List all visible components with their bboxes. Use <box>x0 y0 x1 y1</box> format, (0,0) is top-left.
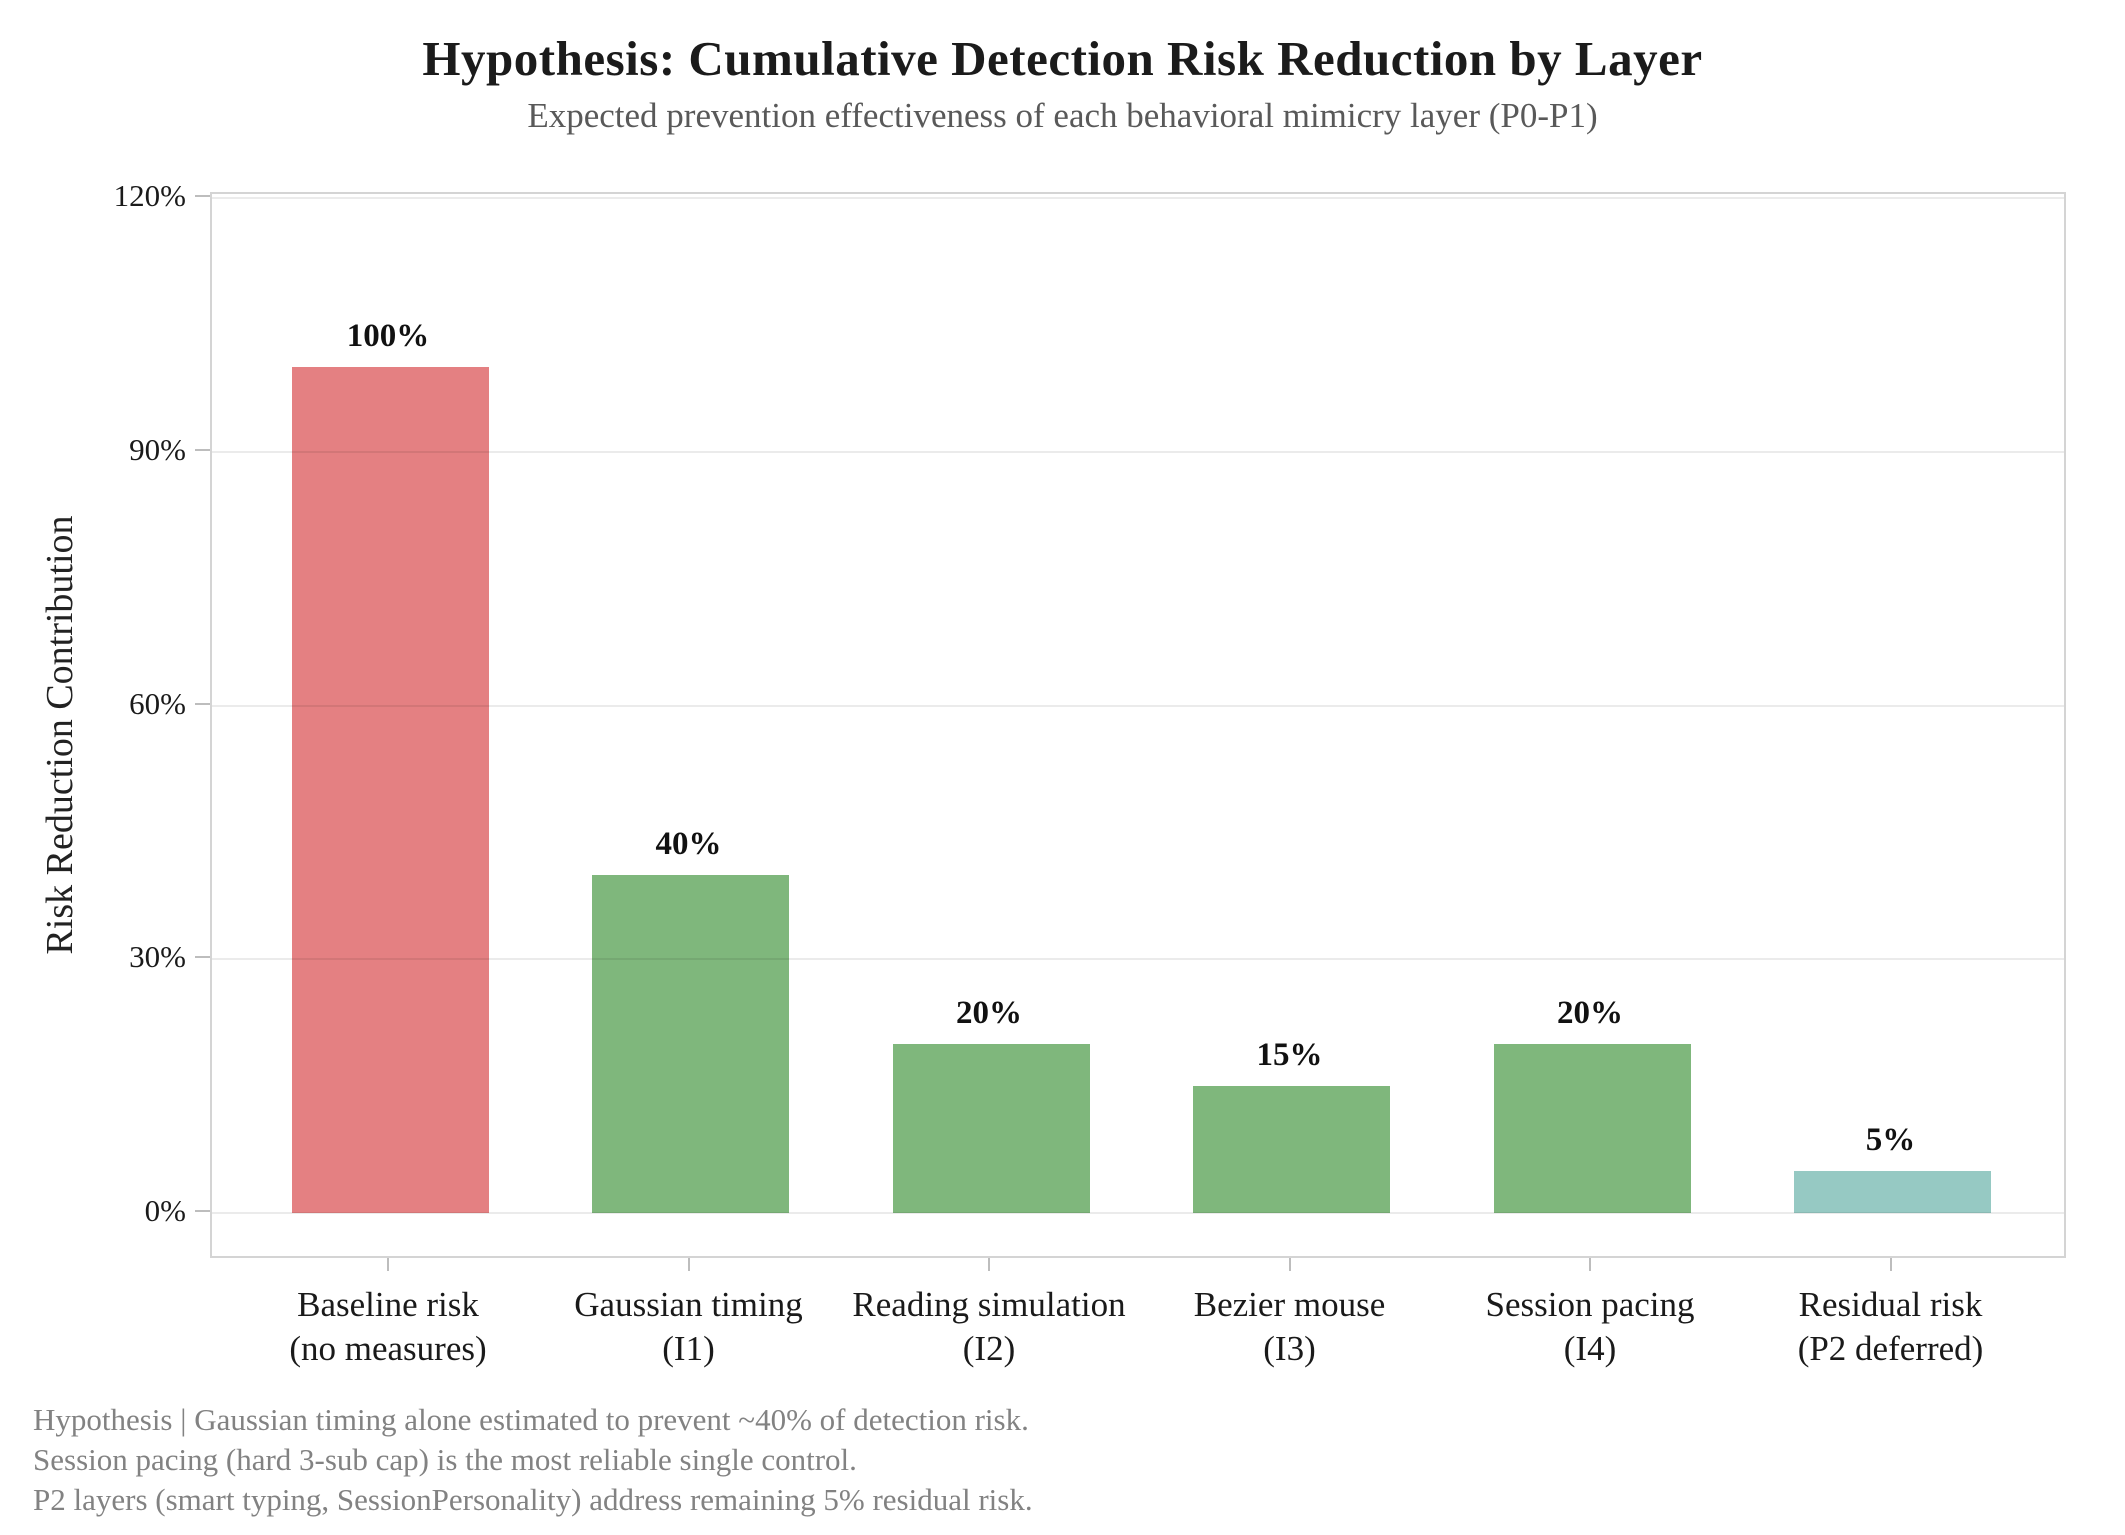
bar <box>892 1043 1090 1213</box>
y-tick-label: 30% <box>129 939 186 975</box>
bar <box>291 367 489 1213</box>
y-tick-label: 120% <box>113 178 186 213</box>
bar-value-label: 20% <box>956 994 1022 1031</box>
x-tick-label: Residual risk (P2 deferred) <box>1797 1285 1984 1368</box>
footer-note: Hypothesis | Gaussian timing alone estim… <box>33 1400 1033 1520</box>
x-tick-label: Gaussian timing (I1) <box>574 1285 803 1368</box>
y-tick-mark <box>195 956 210 959</box>
y-tick-label: 60% <box>129 685 186 721</box>
gridline <box>212 450 2064 453</box>
y-axis-title: Risk Reduction Contribution <box>39 515 81 955</box>
gridline <box>212 1212 2064 1214</box>
bar <box>592 874 789 1213</box>
y-tick-mark <box>195 1210 210 1212</box>
x-tick-label: Session pacing (I4) <box>1485 1285 1695 1368</box>
bar-value-label: 15% <box>1256 1037 1323 1074</box>
gridline <box>212 197 2064 199</box>
x-tick-mark <box>1589 1258 1591 1271</box>
y-tick-mark <box>195 195 210 197</box>
gridline <box>212 958 2064 961</box>
bar-value-label: 20% <box>1557 994 1623 1031</box>
chart-title: Hypothesis: Cumulative Detection Risk Re… <box>422 31 1703 86</box>
x-tick-label: Baseline risk (no measures) <box>289 1285 487 1368</box>
x-tick-label: Reading simulation (I2) <box>852 1285 1126 1368</box>
x-tick-mark <box>1889 1258 1892 1271</box>
x-tick-mark <box>687 1258 690 1271</box>
footer-note-line: Hypothesis | Gaussian timing alone estim… <box>33 1402 1029 1437</box>
y-tick-label: 0% <box>144 1193 186 1228</box>
bar <box>1794 1170 1991 1213</box>
x-tick-mark <box>988 1258 990 1271</box>
x-tick-label: Bezier mouse (I3) <box>1193 1285 1386 1368</box>
bar-value-label: 40% <box>655 825 722 862</box>
y-tick-mark <box>195 702 210 705</box>
bar-value-label: 100% <box>346 318 430 355</box>
y-tick-label: 90% <box>129 431 186 467</box>
x-tick-mark <box>1288 1258 1291 1271</box>
bar <box>1193 1086 1390 1213</box>
y-tick-mark <box>195 448 210 451</box>
chart-subtitle: Expected prevention effectiveness of eac… <box>527 96 1598 135</box>
x-tick-mark <box>387 1258 389 1271</box>
plot-panel <box>210 192 2066 1258</box>
bar <box>1493 1043 1691 1213</box>
gridline <box>212 704 2064 707</box>
footer-note-line: P2 layers (smart typing, SessionPersonal… <box>33 1482 1033 1517</box>
bar-value-label: 5% <box>1865 1121 1916 1158</box>
footer-note-line: Session pacing (hard 3-sub cap) is the m… <box>33 1442 857 1477</box>
